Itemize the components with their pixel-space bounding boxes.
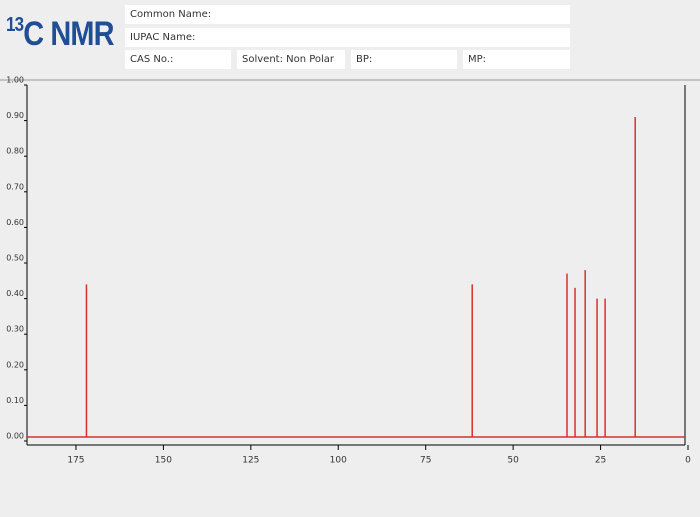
y-tick-label: 0.90 bbox=[6, 111, 24, 120]
y-tick-label: 0.80 bbox=[6, 147, 24, 156]
field: IUPAC Name: bbox=[125, 28, 570, 47]
title-text: C NMR bbox=[23, 15, 114, 53]
y-tick-label: 0.00 bbox=[6, 432, 24, 441]
y-tick-label: 0.60 bbox=[6, 218, 24, 227]
x-tick-label: 0 bbox=[685, 456, 691, 466]
x-tick-label: 100 bbox=[330, 456, 347, 466]
field: Common Name: bbox=[125, 5, 570, 24]
y-tick-label: 0.10 bbox=[6, 396, 24, 405]
field: BP: bbox=[351, 50, 457, 69]
field: Solvent: Non Polar bbox=[237, 50, 345, 69]
x-tick-label: 75 bbox=[420, 456, 431, 466]
y-tick-label: 0.30 bbox=[6, 325, 24, 334]
field: CAS No.: bbox=[125, 50, 231, 69]
x-tick-label: 50 bbox=[507, 456, 519, 466]
y-tick-label: 0.50 bbox=[6, 254, 24, 263]
x-tick-label: 150 bbox=[155, 456, 172, 466]
y-tick-label: 0.40 bbox=[6, 289, 24, 298]
title-superscript: 13 bbox=[6, 14, 24, 36]
x-tick-label: 125 bbox=[242, 456, 259, 466]
y-tick-label: 1.00 bbox=[6, 76, 24, 85]
x-tick-label: 25 bbox=[595, 456, 606, 466]
y-tick-label: 0.70 bbox=[6, 182, 24, 191]
x-tick-label: 175 bbox=[67, 456, 84, 466]
title: 13C NMR bbox=[6, 14, 115, 54]
field: MP: bbox=[463, 50, 570, 69]
y-tick-label: 0.20 bbox=[6, 360, 24, 369]
